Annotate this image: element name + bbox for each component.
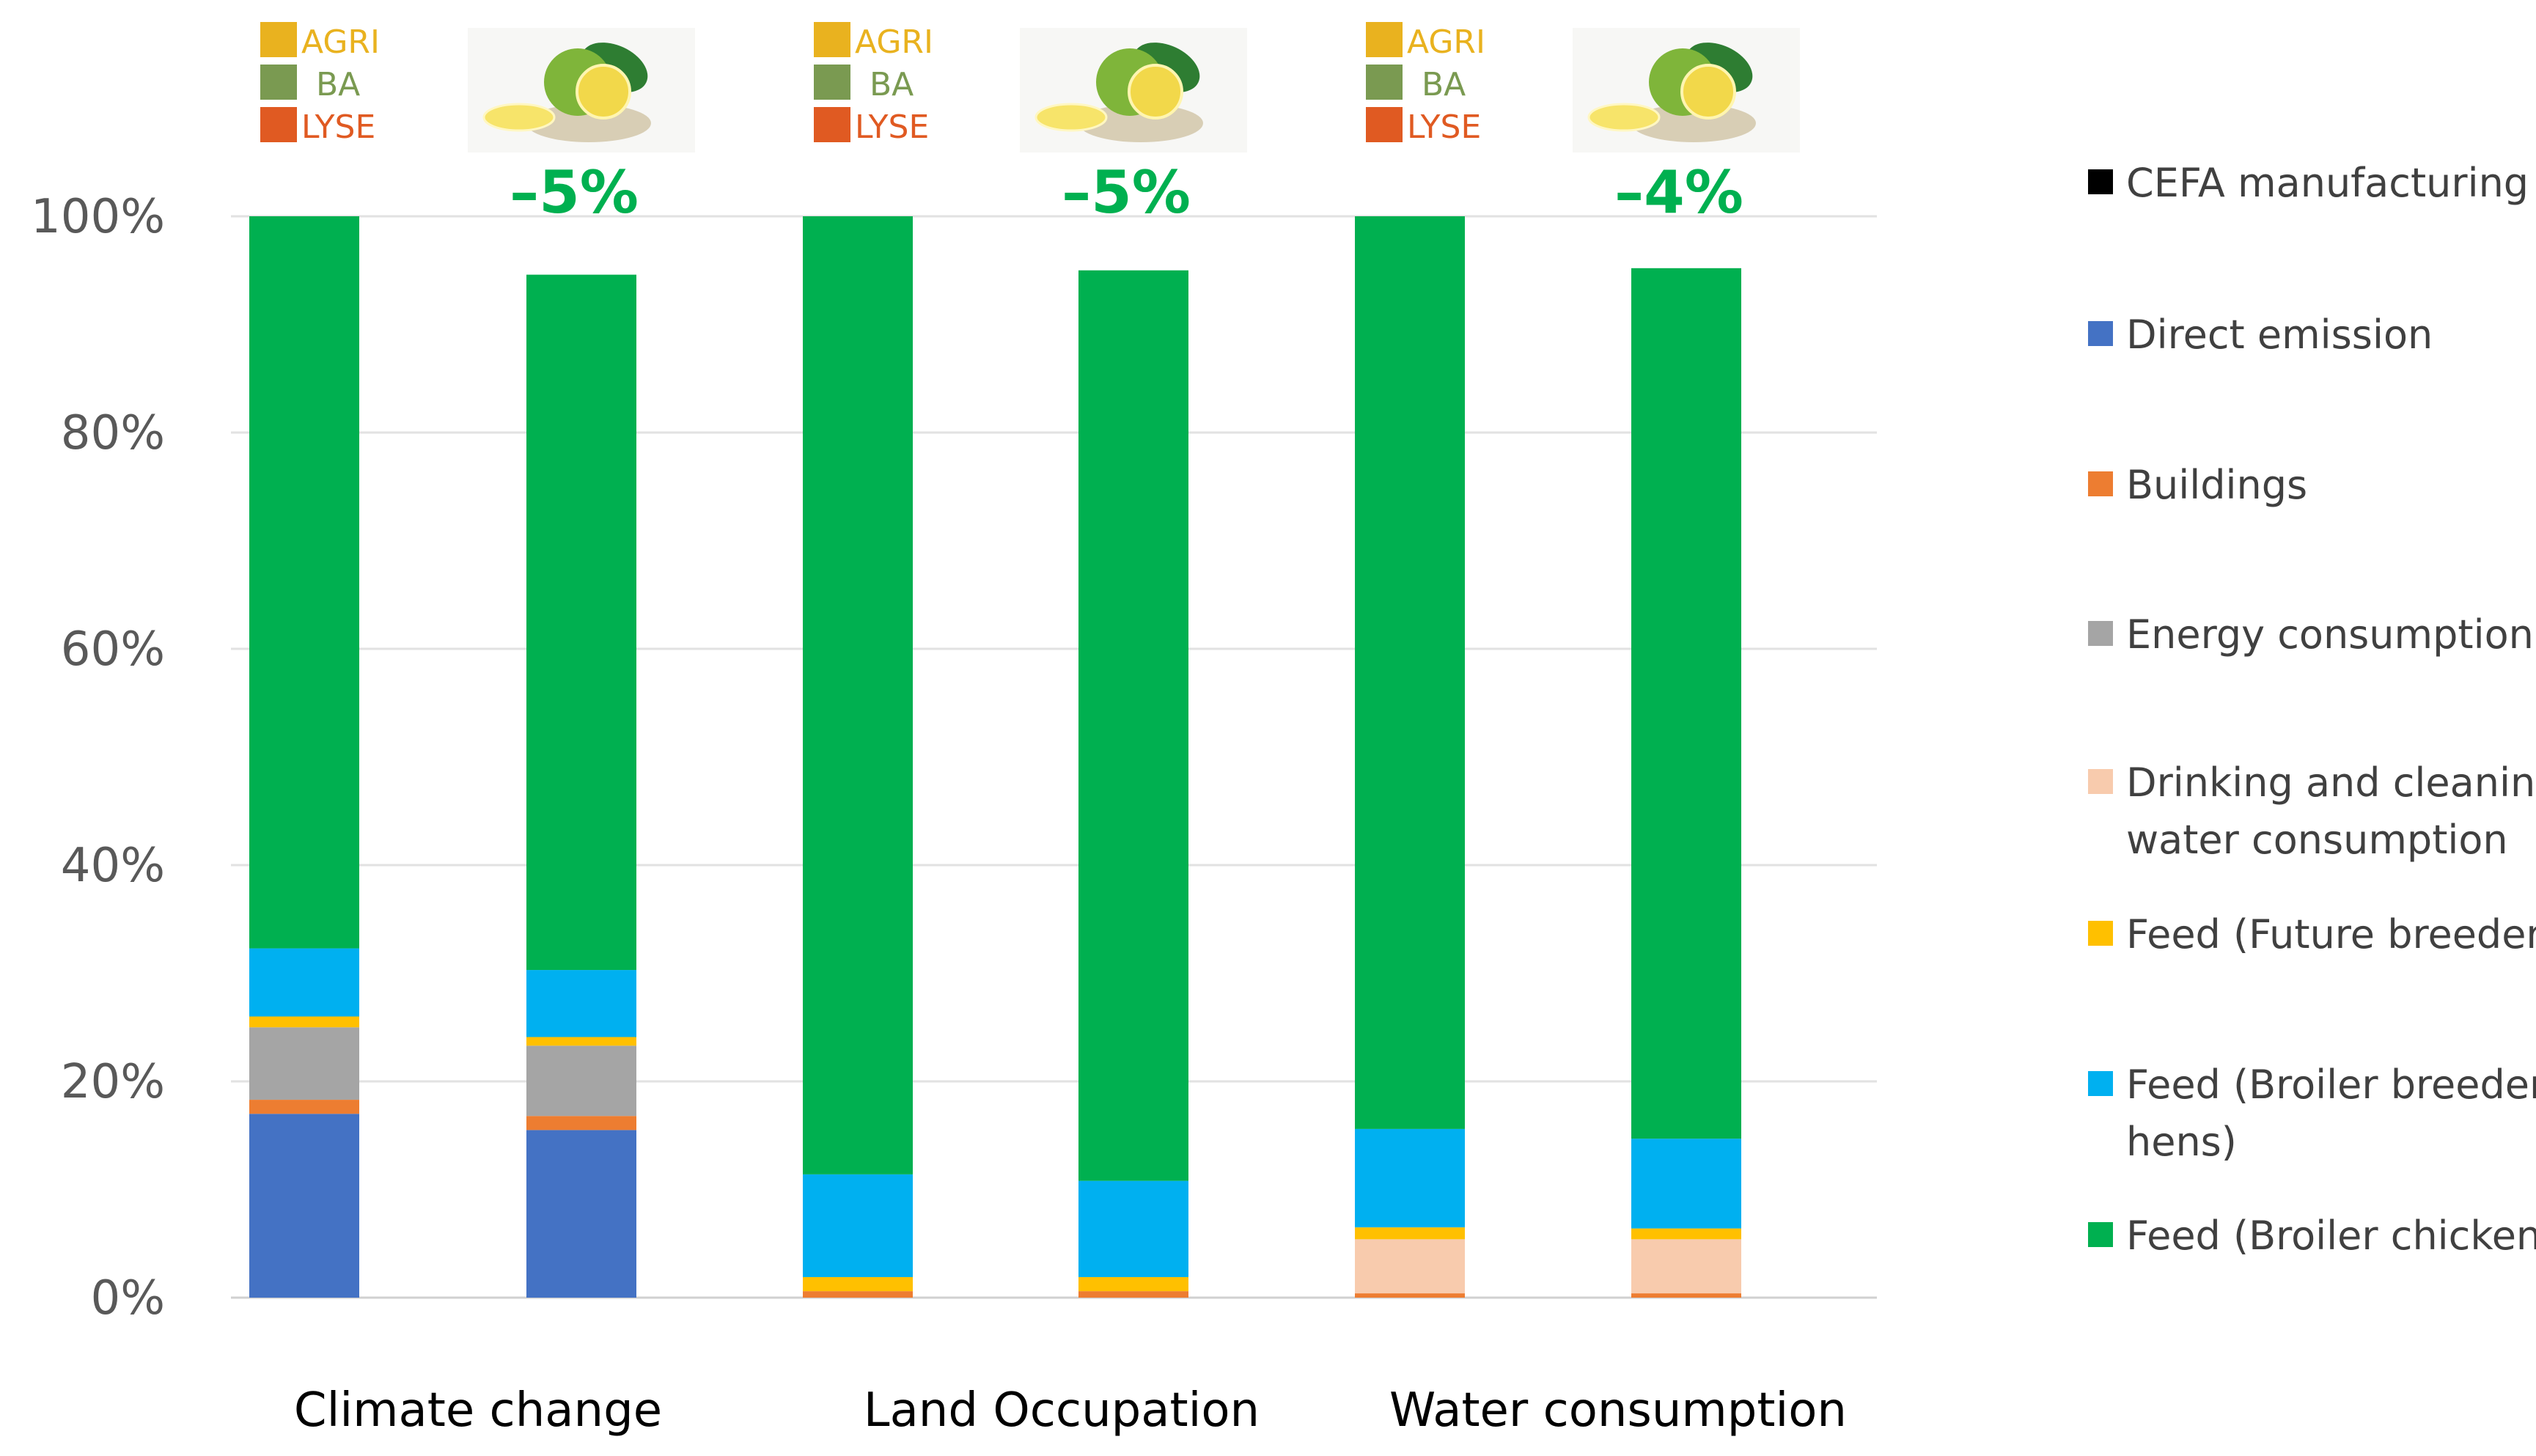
legend-swatch-buildings	[2088, 471, 2113, 496]
lemon-slice-flat	[1034, 103, 1108, 132]
logo-word: LYSE	[855, 109, 929, 146]
bar-segment-feed-future-breeder	[803, 1276, 913, 1292]
bar-segment-feed-broiler-chicken	[526, 274, 636, 971]
legend-swatch-feed-broiler-breeder-hens	[2088, 1071, 2113, 1096]
logo-block	[260, 65, 297, 100]
reduction-annotation: –5%	[1062, 158, 1191, 227]
legend-label-cefa-manufacturing: CEFA manufacturing	[2126, 160, 2529, 206]
bar-segment-feed-broiler-chicken	[249, 216, 359, 949]
agribalyse-logo: AGRI BA LYSE	[1366, 22, 1485, 146]
legend-swatch-drinking-and-cleaning-water-consumption	[2088, 769, 2113, 794]
y-tick-label: 0%	[90, 1271, 165, 1326]
bar-segment-direct-emission	[249, 1114, 359, 1298]
bar-segment-energy-consumption	[249, 1027, 359, 1100]
bar-segment-feed-broiler-breeder-hens	[249, 948, 359, 1017]
category-label: Water consumption	[1389, 1383, 1847, 1438]
legend-label-drinking-and-cleaning-water-consumption: water consumption	[2126, 817, 2508, 863]
category-label: Land Occupation	[864, 1383, 1260, 1438]
annotations: –5% –5% –4%	[510, 158, 1743, 227]
logo-block	[1366, 107, 1403, 142]
logo-block	[260, 22, 297, 57]
logo-word: LYSE	[301, 109, 375, 146]
logo-block	[1366, 22, 1403, 57]
legend-label-feed-broiler-breeder-hens: Feed (Broiler breeder	[2126, 1062, 2536, 1108]
y-tick-label: 40%	[61, 839, 165, 893]
bar-segment-buildings	[249, 1100, 359, 1114]
bar-segment-buildings	[1631, 1293, 1741, 1298]
legend-swatch-cefa-manufacturing	[2088, 169, 2113, 194]
y-tick-label: 60%	[61, 622, 165, 677]
logo-block	[814, 107, 850, 142]
lemon-slice	[1680, 64, 1736, 120]
agribalyse-logo: AGRI BA LYSE	[814, 22, 933, 146]
logo-block	[260, 107, 297, 142]
reduction-annotation: –4%	[1614, 158, 1743, 227]
legend-label-feed-broiler-breeder-hens: hens)	[2126, 1119, 2237, 1165]
lemon-slice-flat	[482, 103, 556, 132]
logo-word: AGRI	[855, 23, 933, 61]
legend-label-drinking-and-cleaning-water-consumption: Drinking and cleaning	[2126, 760, 2536, 806]
legend-swatch-feed-future-breeder	[2088, 921, 2113, 946]
legend-label-direct-emission: Direct emission	[2126, 312, 2433, 358]
bar-segment-buildings	[1078, 1291, 1188, 1298]
logo-word: LYSE	[1407, 109, 1481, 146]
reduction-annotation: –5%	[510, 158, 639, 227]
legend-label-buildings: Buildings	[2126, 462, 2307, 508]
bar-segment-feed-future-breeder	[249, 1016, 359, 1028]
category-label: Climate change	[294, 1383, 662, 1438]
lemon-slice-flat	[1587, 103, 1661, 132]
bar-segment-buildings	[803, 1291, 913, 1298]
logo-block	[814, 65, 850, 100]
bar-segment-energy-consumption	[526, 1045, 636, 1117]
gridlines	[231, 215, 1877, 1299]
legend-swatch-energy-consumption	[2088, 621, 2113, 646]
bar-segment-drinking-and-cleaning-water-consumption	[1355, 1239, 1465, 1294]
legend-label-feed-future-breeder: Feed (Future breeder)	[2126, 911, 2536, 957]
logo-block	[814, 22, 850, 57]
lemon-slice	[1128, 64, 1183, 120]
lemon-slice	[576, 64, 631, 120]
bar-segment-feed-broiler-chicken	[1631, 268, 1741, 1139]
legend-swatch-feed-broiler-chicken	[2088, 1222, 2113, 1247]
bar-segment-feed-broiler-chicken	[1355, 216, 1465, 1129]
y-tick-label: 100%	[31, 190, 165, 244]
bar-segment-feed-future-breeder	[1355, 1227, 1465, 1240]
legend-label-feed-broiler-chicken: Feed (Broiler chicken)	[2126, 1213, 2536, 1259]
logo-word: AGRI	[1407, 23, 1485, 61]
agribalyse-logo: AGRI BA LYSE	[260, 22, 380, 146]
bar-segment-feed-broiler-breeder-hens	[1631, 1139, 1741, 1229]
lemon-feed-image	[1573, 28, 1800, 152]
logo-block	[1366, 65, 1403, 100]
bar-segment-feed-broiler-breeder-hens	[803, 1174, 913, 1277]
header-icons: AGRI BA LYSE AGRI BA LYSE AGRI BA LYSE	[260, 22, 1800, 152]
bar-segment-feed-future-breeder	[526, 1037, 636, 1046]
bar-segment-feed-broiler-chicken	[1078, 270, 1188, 1181]
bar-segment-feed-broiler-chicken	[803, 216, 913, 1174]
legend: CEFA manufacturing Direct emission Buildin…	[2088, 160, 2536, 1259]
lemon-feed-image	[1020, 28, 1247, 152]
bar-segment-feed-future-breeder	[1631, 1228, 1741, 1240]
bars	[249, 216, 1741, 1298]
bar-segment-feed-broiler-breeder-hens	[1355, 1128, 1465, 1228]
legend-label-energy-consumption: Energy consumption	[2126, 611, 2534, 658]
logo-word: BA	[1422, 66, 1466, 103]
y-tick-label: 80%	[61, 406, 165, 460]
logo-word: BA	[316, 66, 360, 103]
lemon-feed-image	[468, 28, 695, 152]
bar-segment-drinking-and-cleaning-water-consumption	[1631, 1239, 1741, 1294]
axis-labels: 0% 20% 40% 60% 80% 100% Climate change Land Occ…	[31, 190, 1847, 1438]
bar-segment-feed-broiler-breeder-hens	[526, 970, 636, 1037]
bar-segment-feed-broiler-breeder-hens	[1078, 1180, 1188, 1277]
bar-segment-feed-future-breeder	[1078, 1276, 1188, 1292]
bar-segment-buildings	[526, 1116, 636, 1130]
logo-word: AGRI	[301, 23, 380, 61]
logo-word: BA	[870, 66, 914, 103]
legend-swatch-direct-emission	[2088, 321, 2113, 346]
y-tick-label: 20%	[61, 1055, 165, 1109]
bar-segment-direct-emission	[526, 1130, 636, 1298]
bar-segment-buildings	[1355, 1293, 1465, 1298]
